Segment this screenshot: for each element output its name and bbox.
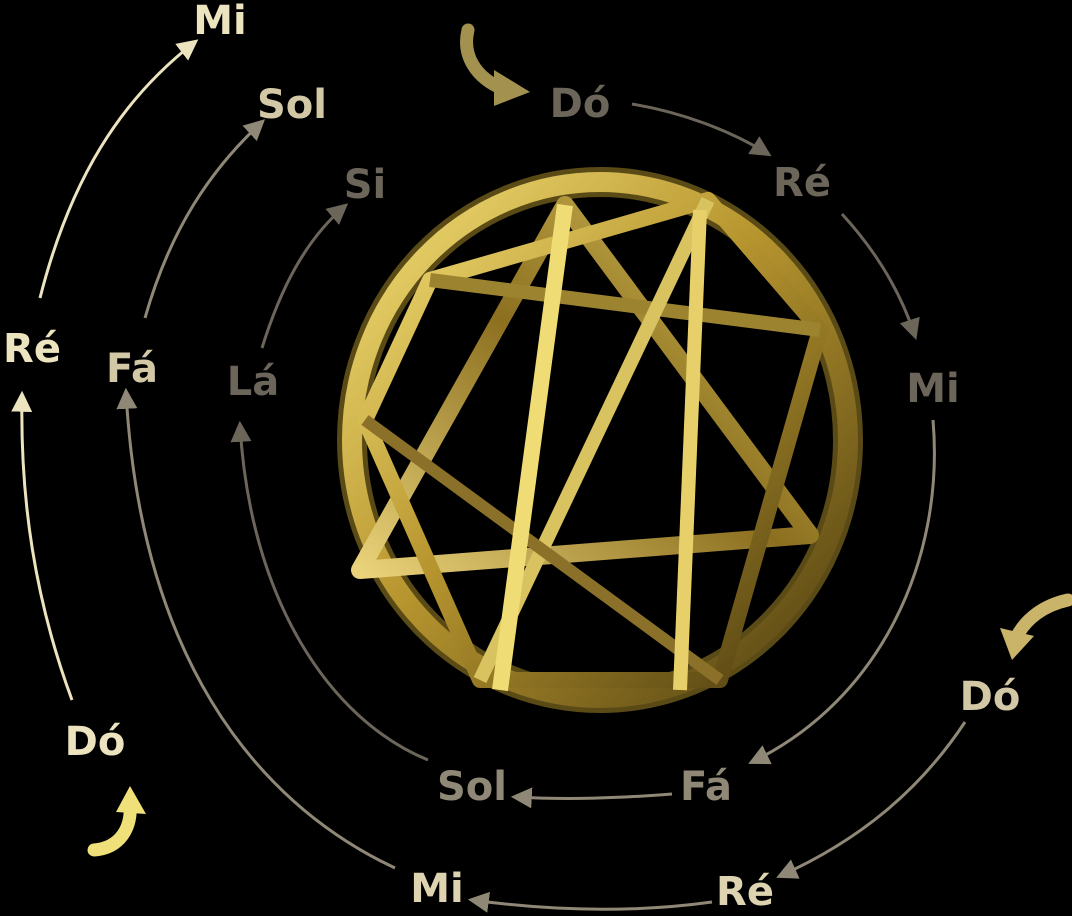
arrow-mid-mi-fa bbox=[116, 387, 396, 870]
note-right-mi: Mi bbox=[906, 366, 960, 412]
arrow-outer-re-mi bbox=[38, 39, 199, 299]
arrow-inner-sol-la bbox=[230, 420, 429, 762]
curved-shock-arrow-icon bbox=[1000, 593, 1072, 660]
arrow-inner-la-si bbox=[260, 203, 349, 349]
arrow-right-do-re bbox=[631, 102, 772, 157]
note-br-re: Ré bbox=[716, 869, 774, 915]
arrow-outer-do-re bbox=[11, 390, 74, 701]
arrow-right-mi-fa bbox=[748, 419, 936, 765]
note-inner-si: Si bbox=[344, 162, 387, 208]
arrow-right-fa-sol bbox=[510, 787, 673, 809]
note-inner-la: Lá bbox=[227, 359, 279, 405]
note-middle-fa: Fá bbox=[106, 346, 158, 392]
arrow-mid-fa-sol bbox=[143, 119, 266, 319]
note-outer-do: Dó bbox=[65, 719, 126, 765]
arrow-br-re-mi bbox=[467, 891, 713, 913]
curved-shock-arrow-icon bbox=[87, 786, 146, 857]
note-outer-re: Ré bbox=[3, 326, 61, 372]
note-br-do: Dó bbox=[960, 674, 1021, 720]
note-middle-sol: Sol bbox=[257, 82, 327, 128]
arrow-br-do-re bbox=[776, 721, 967, 879]
note-inner-sol: Sol bbox=[437, 764, 507, 810]
arrow-right-re-mi bbox=[840, 212, 920, 340]
note-outer-mi: Mi bbox=[193, 0, 247, 44]
note-right-do: Dó bbox=[550, 81, 611, 127]
note-right-fa: Fá bbox=[680, 764, 732, 810]
note-right-re: Ré bbox=[773, 160, 831, 206]
enneagram-figure bbox=[337, 167, 863, 713]
note-middle-mi: Mi bbox=[410, 866, 464, 912]
curved-shock-arrow-icon bbox=[460, 23, 530, 106]
